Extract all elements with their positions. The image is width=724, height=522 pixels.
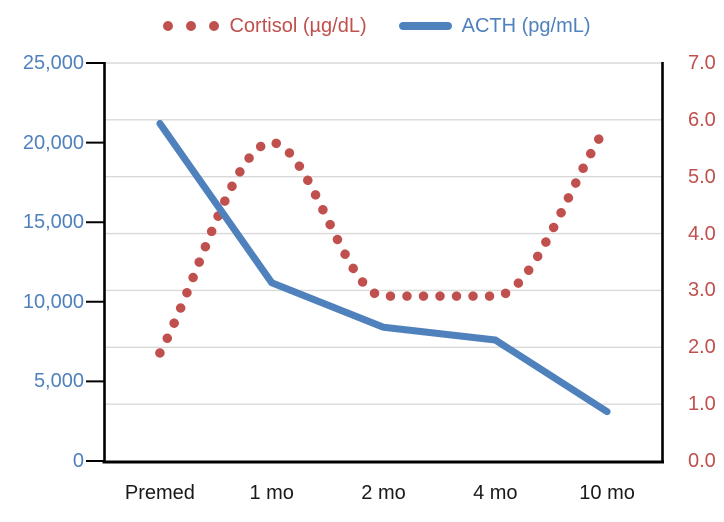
acth-line-series-marker [398,22,452,30]
axes [86,62,664,464]
legend-dot-icon [209,21,220,31]
x-axis-label: 10 mo [579,482,635,504]
gridlines [104,62,663,405]
left-axis-tick-label: 0 [72,450,84,472]
left-axis-tick-label: 5,000 [33,370,84,393]
x-axis-label: 2 mo [361,482,406,504]
legend-label-acth: ACTH (pg/mL) [461,15,591,37]
right-axis-tick-label: 7.0 [688,52,716,74]
acth-line [156,119,611,416]
cortisol-dotted-series-marker [163,21,220,31]
left-axis-tick-label: 15,000 [22,211,84,234]
right-axis-tick-label: 0.0 [688,450,716,472]
legend-dot-icon [163,21,174,31]
cortisol-dotted-line [155,120,612,358]
right-axis-tick-label: 3.0 [688,279,716,302]
left-axis-tick-label: 10,000 [22,290,84,313]
legend-item-acth: ACTH (pg/mL) [398,15,591,37]
right-axis-tick-label: 5.0 [688,165,716,188]
right-axis-tick-label: 4.0 [688,222,716,245]
right-axis-tick-label: 6.0 [688,108,716,131]
legend-dot-icon [186,21,197,31]
x-axis-label: Premed [124,482,195,504]
left-axis-tick-label: 20,000 [22,131,84,154]
legend-label-cortisol: Cortisol (µg/dL) [229,15,367,37]
legend-item-cortisol: Cortisol (µg/dL) [163,15,367,37]
right-axis-tick-labels: 7.0 6.0 5.0 4.0 3.0 2.0 1.0 0.0 [688,0,724,522]
data-series [155,119,612,416]
chart-legend: Cortisol (µg/dL) ACTH (pg/mL) [30,10,724,42]
x-axis-label: 1 mo [249,482,294,504]
left-axis-tick-label: 25,000 [22,52,84,74]
right-axis-tick-label: 1.0 [688,393,716,416]
left-axis-tick-labels: 25,000 20,000 15,000 10,000 5,000 0 [0,0,84,522]
right-axis-tick-label: 2.0 [688,336,716,359]
x-axis-label: 4 mo [473,482,518,504]
